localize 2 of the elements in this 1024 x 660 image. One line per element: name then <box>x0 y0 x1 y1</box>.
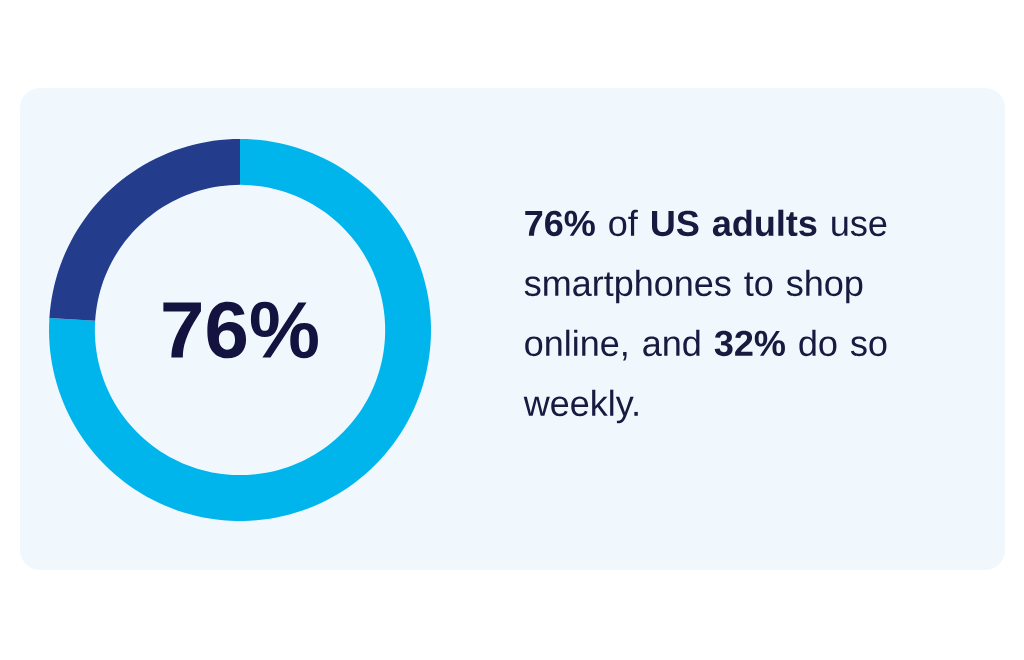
text: 76% of US adults use smartphones to shop online, and 32% do so weekly. <box>523 209 887 424</box>
data-label: 76% <box>163 301 318 359</box>
